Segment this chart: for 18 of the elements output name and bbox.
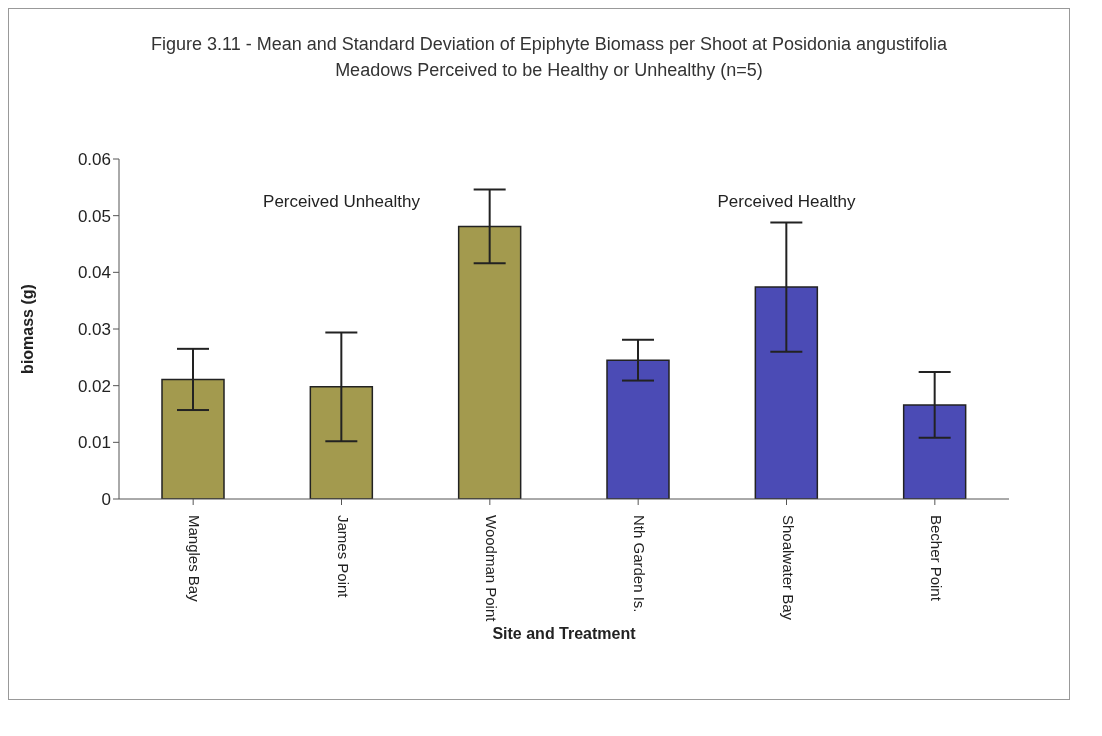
y-tick-label: 0.03 — [77, 320, 111, 340]
chart-title: Figure 3.11 - Mean and Standard Deviation of Epiphyte Biomass per Shoot at Posidonia angustifolia Meadows Perceived to be Healthy or Unhealthy (n=5) — [149, 33, 949, 82]
y-axis-title: biomass (g) — [18, 284, 36, 374]
y-tick-label: 0.01 — [77, 433, 111, 453]
x-tick-label: Woodman Point — [482, 515, 500, 623]
y-tick-label: 0.05 — [77, 206, 111, 226]
x-tick-label: Nth Garden Is. — [631, 515, 649, 613]
x-tick-label: Shoalwater Bay — [779, 515, 797, 621]
annotation: Perceived Unhealthy — [262, 192, 421, 212]
y-tick-label: 0.04 — [77, 263, 111, 283]
x-tick-label: Mangles Bay — [186, 515, 204, 603]
y-tick-label: 0 — [101, 490, 111, 510]
x-axis-title: Site and Treatment — [492, 625, 637, 642]
y-tick-label: 0.06 — [77, 150, 111, 170]
y-tick-label: 0.02 — [77, 376, 111, 396]
annotation: Perceived Healthy — [716, 192, 857, 212]
x-tick-label: Becher Point — [927, 515, 945, 602]
x-tick-label: James Point — [334, 515, 352, 599]
